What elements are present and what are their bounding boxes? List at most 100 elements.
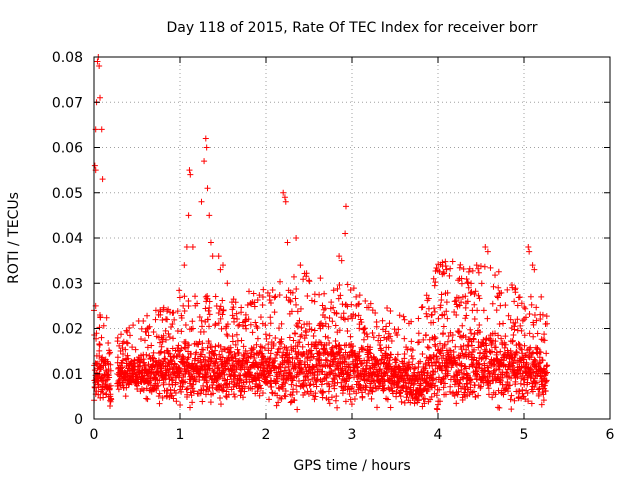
data-point [326, 383, 333, 390]
data-point [500, 320, 507, 327]
data-point [440, 323, 447, 330]
y-axis-tick-labels: 0 0.01 0.02 0.03 0.04 0.05 0.06 0.07 0.08 [52, 50, 83, 428]
data-point [269, 389, 276, 396]
data-point [210, 351, 217, 358]
data-point [176, 372, 183, 379]
data-point [508, 324, 515, 331]
data-point [525, 398, 532, 405]
data-point [298, 366, 305, 373]
data-point [417, 358, 424, 365]
data-point [464, 298, 471, 305]
data-point [123, 339, 130, 346]
data-point [427, 381, 434, 388]
data-point [508, 392, 515, 399]
data-point [419, 392, 426, 398]
data-point [206, 304, 213, 311]
data-point [428, 393, 435, 400]
data-point [231, 393, 238, 400]
data-point [534, 330, 541, 337]
data-point [145, 332, 152, 339]
x-tick-label: 0 [90, 427, 99, 443]
data-point [238, 304, 245, 311]
data-point [326, 314, 333, 321]
data-point [360, 336, 367, 343]
data-point [234, 346, 241, 353]
data-point [306, 320, 313, 327]
data-point [528, 354, 535, 361]
data-point [542, 320, 549, 327]
data-point [328, 394, 335, 401]
data-point [493, 349, 500, 356]
data-point [178, 388, 185, 395]
data-point [425, 305, 432, 312]
data-point [138, 336, 145, 343]
data-point [509, 337, 516, 344]
data-point [203, 377, 210, 384]
y-tick-label: 0.07 [52, 95, 83, 111]
data-point [451, 381, 458, 388]
data-point [385, 344, 392, 351]
data-point [263, 374, 270, 381]
data-point [202, 357, 209, 364]
y-tick-label: 0.01 [52, 367, 83, 383]
data-point [253, 341, 260, 348]
data-point [259, 344, 266, 351]
data-point [425, 344, 432, 351]
data-point [483, 342, 490, 349]
data-point [144, 344, 151, 351]
data-point [430, 275, 437, 282]
data-point [259, 320, 266, 327]
data-point [347, 396, 354, 403]
data-point [342, 230, 349, 237]
data-point [288, 381, 295, 388]
data-point [352, 312, 359, 319]
data-point [521, 376, 528, 383]
data-point [440, 384, 447, 391]
data-point [144, 312, 151, 319]
data-point [228, 367, 235, 374]
data-point [96, 353, 103, 360]
data-point [477, 384, 484, 391]
data-point [316, 291, 323, 298]
data-point [409, 355, 416, 362]
data-point [196, 314, 203, 321]
data-point [505, 312, 512, 319]
data-point [544, 369, 551, 376]
data-point [107, 367, 114, 374]
data-point [330, 287, 337, 294]
data-point [487, 349, 494, 356]
y-tick-label: 0 [74, 412, 83, 428]
data-point [482, 367, 489, 374]
data-point [492, 338, 499, 345]
data-point [336, 253, 343, 260]
data-point [453, 312, 460, 319]
data-point [241, 353, 248, 360]
data-point [455, 294, 462, 301]
data-point [170, 309, 177, 316]
data-point [183, 386, 190, 393]
data-point [107, 349, 114, 356]
data-point [502, 341, 509, 348]
data-point [518, 346, 525, 353]
data-point [541, 331, 548, 338]
data-point [325, 396, 332, 403]
data-point [534, 345, 541, 352]
data-point [408, 353, 415, 360]
data-point [342, 398, 349, 405]
data-point [438, 379, 445, 386]
data-point [459, 322, 466, 329]
data-point [97, 94, 104, 101]
data-point [206, 340, 213, 347]
data-point [150, 355, 157, 362]
data-point [148, 362, 155, 369]
data-point [192, 293, 199, 300]
data-point [106, 385, 113, 392]
data-point [200, 346, 207, 353]
data-point [180, 379, 187, 386]
data-point [465, 268, 472, 275]
data-point [319, 368, 326, 375]
data-point [319, 394, 326, 401]
data-point [259, 294, 266, 301]
data-point [348, 401, 355, 408]
data-point [97, 314, 104, 321]
